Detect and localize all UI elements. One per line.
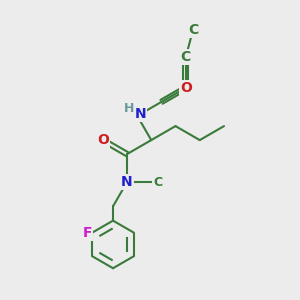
Text: O: O bbox=[180, 81, 192, 95]
Text: C: C bbox=[153, 176, 163, 189]
Text: O: O bbox=[97, 133, 109, 147]
Text: C: C bbox=[181, 81, 191, 95]
Text: F: F bbox=[82, 226, 92, 239]
Text: C: C bbox=[181, 50, 191, 64]
Text: C: C bbox=[188, 23, 198, 37]
Text: N: N bbox=[134, 107, 146, 121]
Text: N: N bbox=[121, 175, 133, 189]
Text: H: H bbox=[124, 102, 134, 115]
